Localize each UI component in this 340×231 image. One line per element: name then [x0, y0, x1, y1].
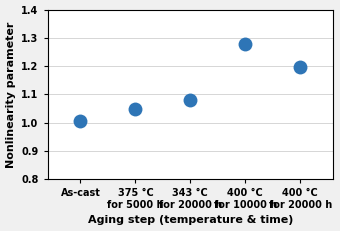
Y-axis label: Nonlinearity parameter: Nonlinearity parameter: [5, 21, 16, 168]
X-axis label: Aging step (temperature & time): Aging step (temperature & time): [88, 216, 293, 225]
